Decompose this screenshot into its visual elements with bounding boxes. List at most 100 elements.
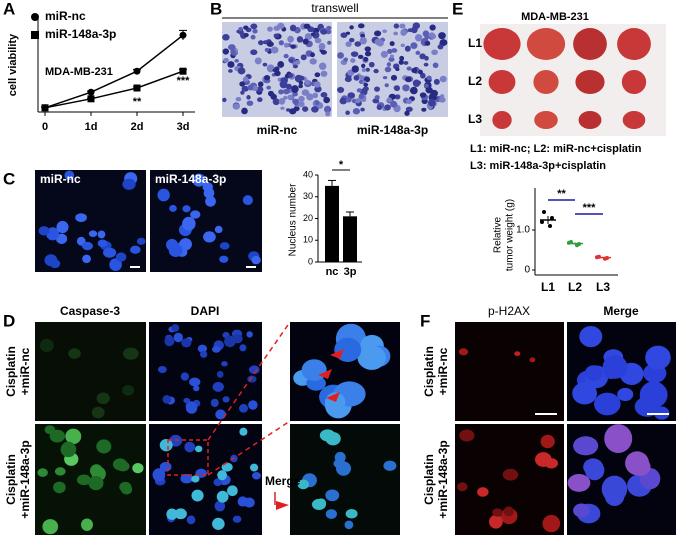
cell <box>290 44 296 49</box>
cell <box>404 76 412 83</box>
cell <box>202 182 213 192</box>
cell <box>277 61 285 68</box>
x-tick-label: L2 <box>568 280 582 294</box>
cell <box>252 28 258 34</box>
cell <box>400 29 407 36</box>
cell <box>634 396 660 417</box>
cell <box>431 49 438 56</box>
cell <box>374 95 380 100</box>
cell <box>579 326 603 348</box>
cell <box>360 107 365 112</box>
cell <box>327 40 332 45</box>
cell <box>351 65 359 73</box>
cell <box>349 25 354 30</box>
cell <box>349 37 355 43</box>
cell <box>336 461 352 476</box>
cell <box>289 108 297 115</box>
cell <box>96 439 112 454</box>
cell <box>373 68 379 74</box>
cell <box>239 81 246 87</box>
tumor <box>578 111 602 129</box>
x-tick-label: 0 <box>42 121 48 133</box>
cell <box>287 35 294 43</box>
bar <box>325 185 339 262</box>
cell <box>356 88 362 93</box>
cell <box>60 441 77 458</box>
column-label: DAPI <box>191 304 220 318</box>
cell <box>215 409 226 420</box>
cell <box>439 39 448 47</box>
cell <box>428 32 435 38</box>
cell <box>404 45 411 52</box>
cell <box>119 481 132 493</box>
cell <box>228 44 236 51</box>
y-tick-label: 1.0 <box>516 225 530 236</box>
cell <box>166 508 178 520</box>
cell <box>182 205 191 213</box>
cell <box>325 489 340 502</box>
cell <box>283 95 288 100</box>
cell <box>222 97 227 103</box>
panel-label: B <box>210 0 222 18</box>
row-label: +miR-148a-3p <box>18 440 32 518</box>
cell <box>241 107 248 115</box>
cell <box>191 475 200 483</box>
h2ax-image <box>455 322 564 421</box>
cell <box>388 57 395 62</box>
marker <box>133 84 141 92</box>
cell <box>173 332 184 343</box>
cell <box>387 48 393 54</box>
cell <box>257 97 263 103</box>
cell <box>184 441 196 453</box>
cell <box>130 245 141 254</box>
cell <box>406 99 413 105</box>
cell <box>304 79 311 85</box>
zoom-box <box>167 439 209 476</box>
cell <box>262 40 269 45</box>
cell <box>235 97 242 102</box>
scale-bar <box>535 413 557 415</box>
cell <box>365 67 370 72</box>
scale-bar <box>647 413 669 415</box>
y-tick-label: 0 <box>308 256 313 266</box>
cell <box>37 468 48 477</box>
cell <box>410 86 418 95</box>
cell <box>334 451 346 463</box>
cell <box>222 396 230 403</box>
marker <box>133 67 141 75</box>
cell <box>222 48 230 55</box>
cell <box>97 239 108 248</box>
cell <box>211 345 221 353</box>
cell <box>243 25 249 30</box>
cell <box>374 86 380 92</box>
cell <box>301 54 307 60</box>
tumor <box>492 111 512 129</box>
cell <box>325 431 341 446</box>
cell <box>237 496 248 507</box>
cell <box>432 62 439 69</box>
cell <box>573 436 599 456</box>
cell <box>440 94 445 99</box>
cell <box>190 210 201 219</box>
cell <box>214 500 226 512</box>
cell <box>357 345 386 370</box>
tumor <box>488 70 516 94</box>
point <box>550 216 554 220</box>
cell <box>424 40 431 46</box>
cell <box>343 57 348 62</box>
cell <box>273 33 280 38</box>
cell <box>432 95 438 100</box>
cell <box>503 506 514 517</box>
cell <box>438 32 446 40</box>
cell <box>320 49 327 55</box>
cell <box>320 70 328 77</box>
y-label: cell viability <box>7 33 19 96</box>
cell <box>193 385 200 392</box>
cell <box>256 86 264 93</box>
cell <box>384 66 392 73</box>
row-label: Cisplatin <box>422 454 436 505</box>
caspase-image <box>35 322 146 421</box>
cell <box>242 195 253 206</box>
cell <box>309 58 317 65</box>
cell <box>115 252 127 262</box>
